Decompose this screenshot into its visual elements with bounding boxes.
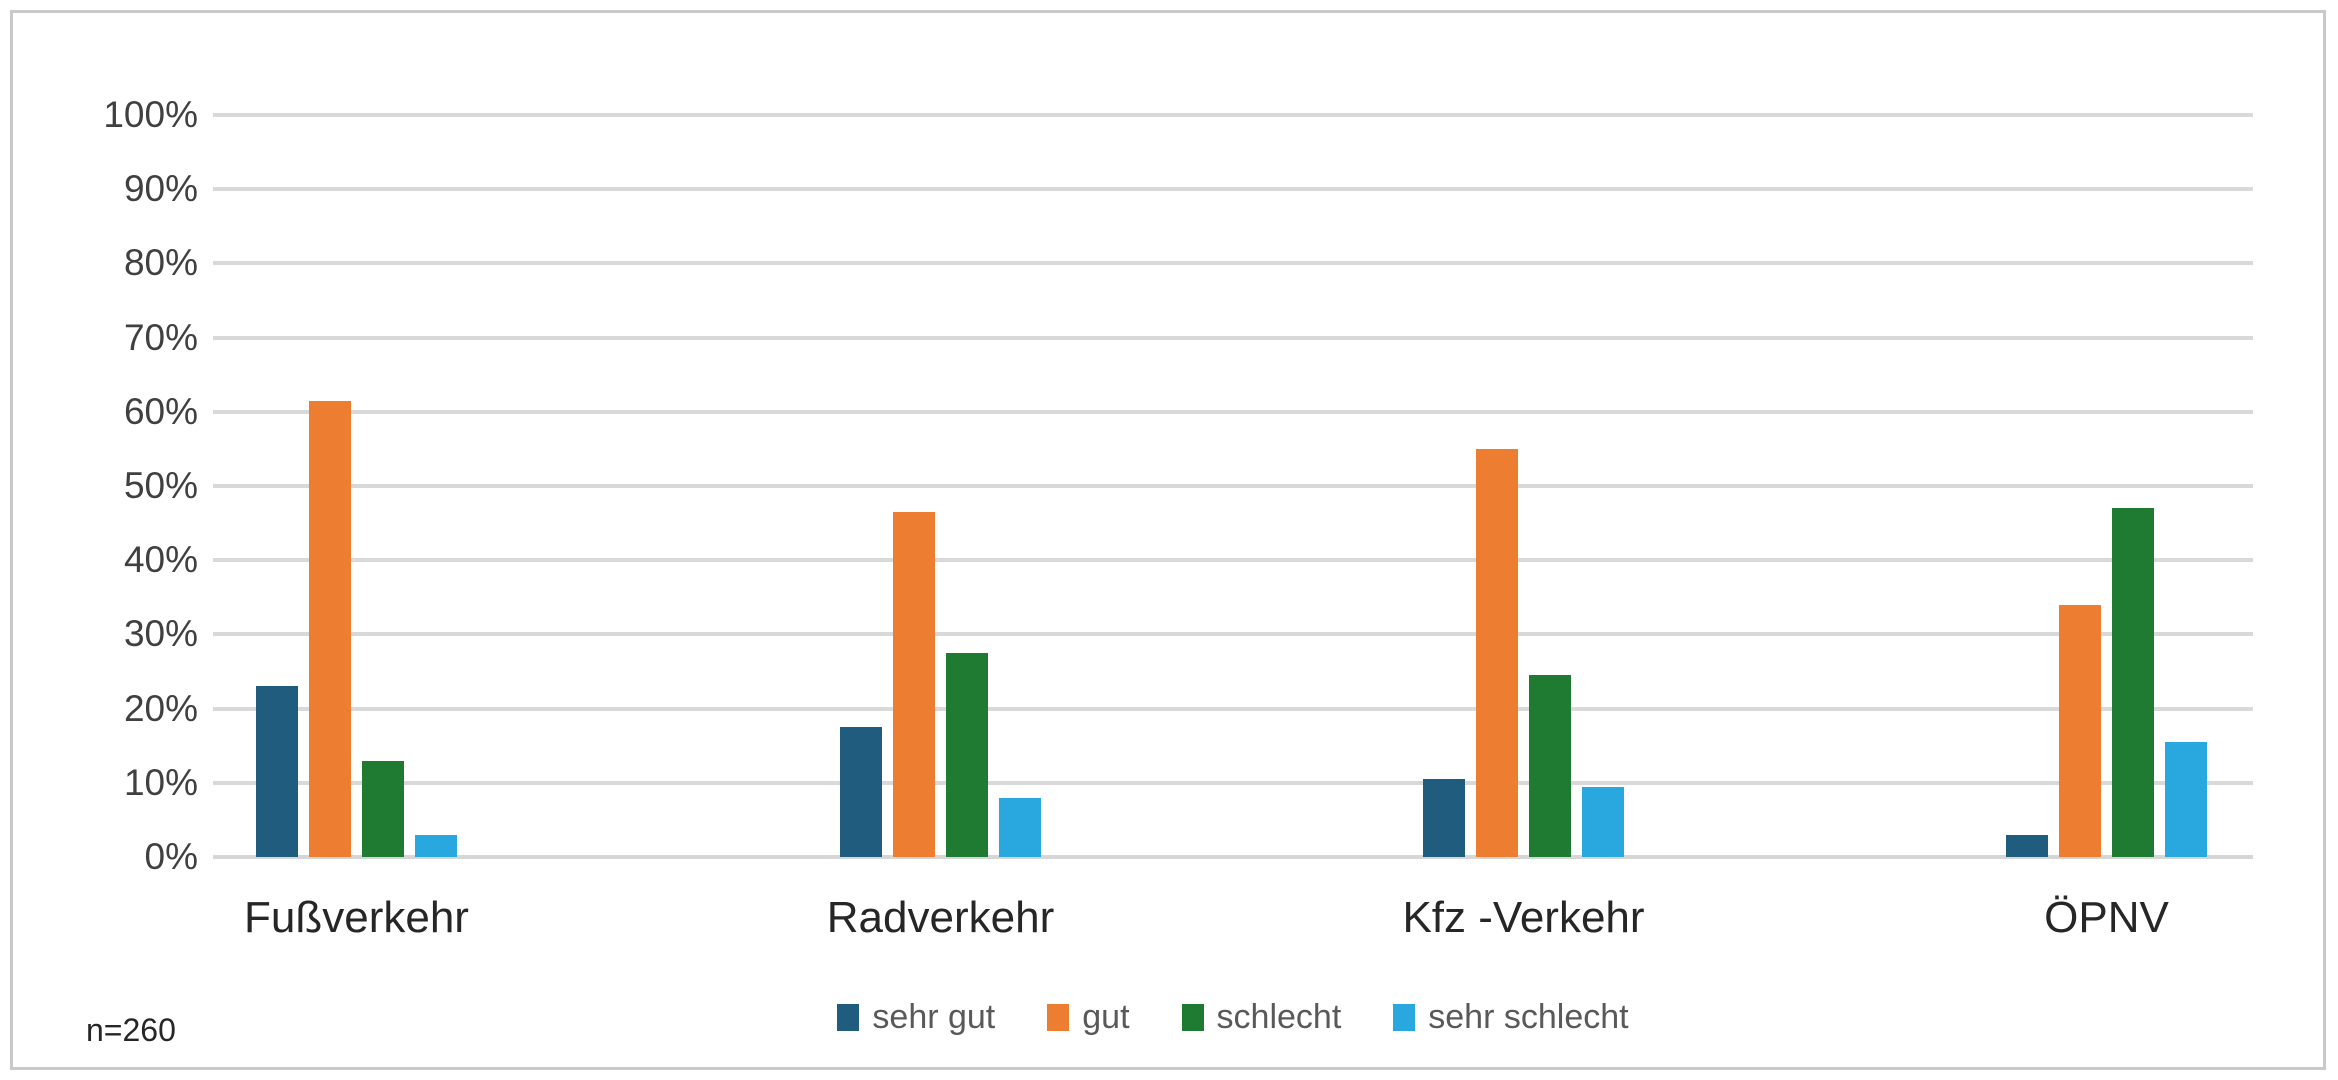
bar-sehr-gut-kfz-verkehr [1423, 779, 1465, 857]
y-tick-label-50: 50% [123, 465, 198, 506]
category-label-opnv: ÖPNV [2044, 893, 2169, 942]
bar-gut-kfz-verkehr [1476, 449, 1518, 857]
bar-sehr-schlecht-kfz-verkehr [1582, 787, 1624, 857]
legend-swatch-gut [1047, 1004, 1070, 1031]
bar-schlecht-fussverkehr [362, 761, 404, 857]
y-tick-label-10: 10% [123, 761, 198, 803]
bar-sehr-gut-radverkehr [840, 727, 882, 857]
legend-label-gut: gut [1082, 998, 1130, 1036]
y-tick-label-90: 90% [123, 168, 198, 210]
bar-gut-opnv [2059, 605, 2101, 857]
gridline-40 [213, 558, 2253, 563]
sample-size-note: n=260 [86, 1012, 176, 1048]
gridline-70 [213, 335, 2253, 340]
gridline-30 [213, 632, 2253, 637]
legend-label-sehr-schlecht: sehr schlecht [1428, 998, 1629, 1036]
bar-schlecht-opnv [2112, 508, 2154, 857]
legend: sehr gut gut schlecht sehr schlecht [213, 998, 2253, 1037]
category-label-fussverkehr: Fußverkehr [244, 893, 469, 942]
gridline-90 [213, 187, 2253, 192]
legend-label-schlecht: schlecht [1216, 998, 1342, 1036]
y-tick-label-20: 20% [123, 687, 198, 729]
bar-sehr-gut-opnv [2006, 835, 2048, 857]
legend-label-sehr-gut: sehr gut [872, 998, 996, 1036]
bar-sehr-schlecht-opnv [2165, 742, 2207, 857]
legend-swatch-sehr-schlecht [1393, 1004, 1416, 1031]
legend-item-schlecht: schlecht [1181, 998, 1342, 1037]
y-tick-label-0: 0% [144, 836, 198, 877]
bar-sehr-gut-fussverkehr [256, 686, 298, 857]
bar-schlecht-kfz-verkehr [1529, 675, 1571, 857]
bar-gut-radverkehr [893, 512, 935, 857]
y-tick-label-60: 60% [123, 390, 198, 432]
category-label-kfz-verkehr: Kfz -Verkehr [1402, 893, 1645, 942]
gridline-20 [213, 706, 2253, 711]
legend-item-gut: gut [1047, 998, 1130, 1037]
bar-sehr-schlecht-fussverkehr [415, 835, 457, 857]
legend-item-sehr-gut: sehr gut [837, 998, 995, 1037]
y-tick-label-80: 80% [123, 242, 198, 284]
legend-item-sehr-schlecht: sehr schlecht [1393, 998, 1629, 1037]
legend-swatch-schlecht [1181, 1004, 1204, 1031]
gridline-80 [213, 261, 2253, 266]
gridline-100 [213, 113, 2253, 117]
y-tick-label-40: 40% [123, 539, 198, 581]
legend-swatch-sehr-gut [837, 1004, 860, 1031]
bar-sehr-schlecht-radverkehr [999, 798, 1041, 857]
gridline-0 [213, 855, 2253, 859]
gridline-60 [213, 409, 2253, 414]
y-tick-label-30: 30% [123, 613, 198, 655]
y-tick-label-100: 100% [103, 94, 198, 135]
bar-schlecht-radverkehr [946, 653, 988, 857]
gridline-10 [213, 780, 2253, 785]
category-label-radverkehr: Radverkehr [826, 893, 1055, 942]
gridline-50 [213, 484, 2253, 488]
y-tick-label-70: 70% [123, 316, 198, 358]
bar-gut-fussverkehr [309, 401, 351, 857]
